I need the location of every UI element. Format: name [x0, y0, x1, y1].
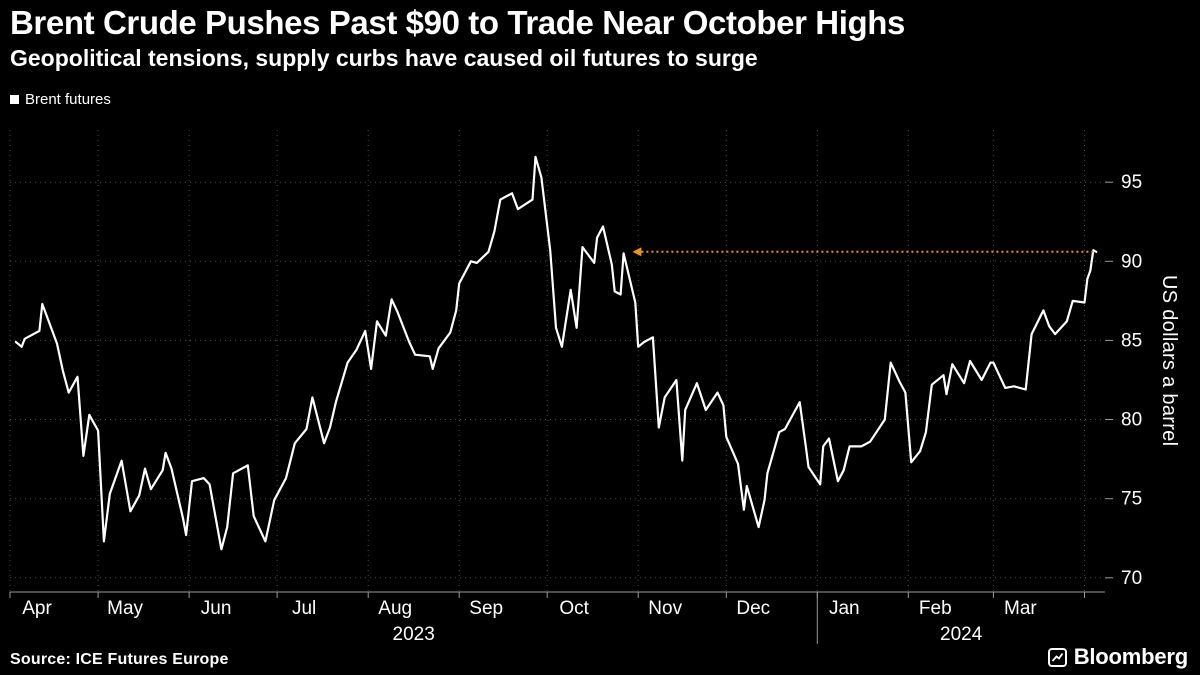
y-tick-label: 85 — [1121, 330, 1142, 351]
axes — [9, 181, 1113, 644]
x-tick-label: Jul — [292, 598, 316, 619]
chart-title: Brent Crude Pushes Past $90 to Trade Nea… — [10, 4, 905, 41]
gridlines — [9, 130, 1105, 592]
legend-marker-icon — [10, 95, 19, 104]
x-tick-label: Aug — [378, 598, 412, 619]
x-tick-label: Oct — [559, 598, 589, 619]
legend: Brent futures — [10, 91, 111, 108]
x-tick-label: Mar — [1004, 598, 1037, 619]
chart-subtitle: Geopolitical tensions, supply curbs have… — [10, 45, 758, 71]
x-tick-label: Jan — [829, 598, 860, 619]
y-axis-title: US dollars a barrel — [1158, 275, 1180, 447]
y-tick-label: 75 — [1121, 489, 1142, 510]
x-tick-label: Dec — [736, 598, 770, 619]
x-tick-label: Sep — [469, 598, 503, 619]
x-tick-label: Apr — [22, 598, 52, 619]
bloomberg-logo: Bloomberg — [1047, 644, 1189, 670]
x-tick-label: Nov — [648, 598, 682, 619]
axis-labels: Apr May Jun Jul Aug Sep Oct Nov Dec Jan Feb Mar 70 75… — [22, 172, 1142, 645]
arrowhead — [632, 247, 642, 257]
y-tick-label: 70 — [1121, 568, 1142, 589]
y-tick-label: 80 — [1121, 410, 1142, 431]
year-label: 2024 — [940, 624, 983, 645]
x-tick-label: May — [107, 598, 143, 619]
annotation-arrow — [632, 247, 1097, 257]
y-tick-label: 95 — [1121, 172, 1142, 193]
brent-futures-line — [14, 155, 1098, 551]
bloomberg-icon — [1047, 647, 1067, 667]
x-tick-label: Feb — [919, 598, 952, 619]
source-credit: Source: ICE Futures Europe — [10, 651, 229, 668]
y-tick-label: 90 — [1121, 251, 1142, 272]
x-tick-label: Jun — [201, 598, 232, 619]
legend-label: Brent futures — [25, 91, 111, 108]
bloomberg-wordmark: Bloomberg — [1073, 644, 1189, 669]
year-label: 2023 — [393, 624, 435, 645]
